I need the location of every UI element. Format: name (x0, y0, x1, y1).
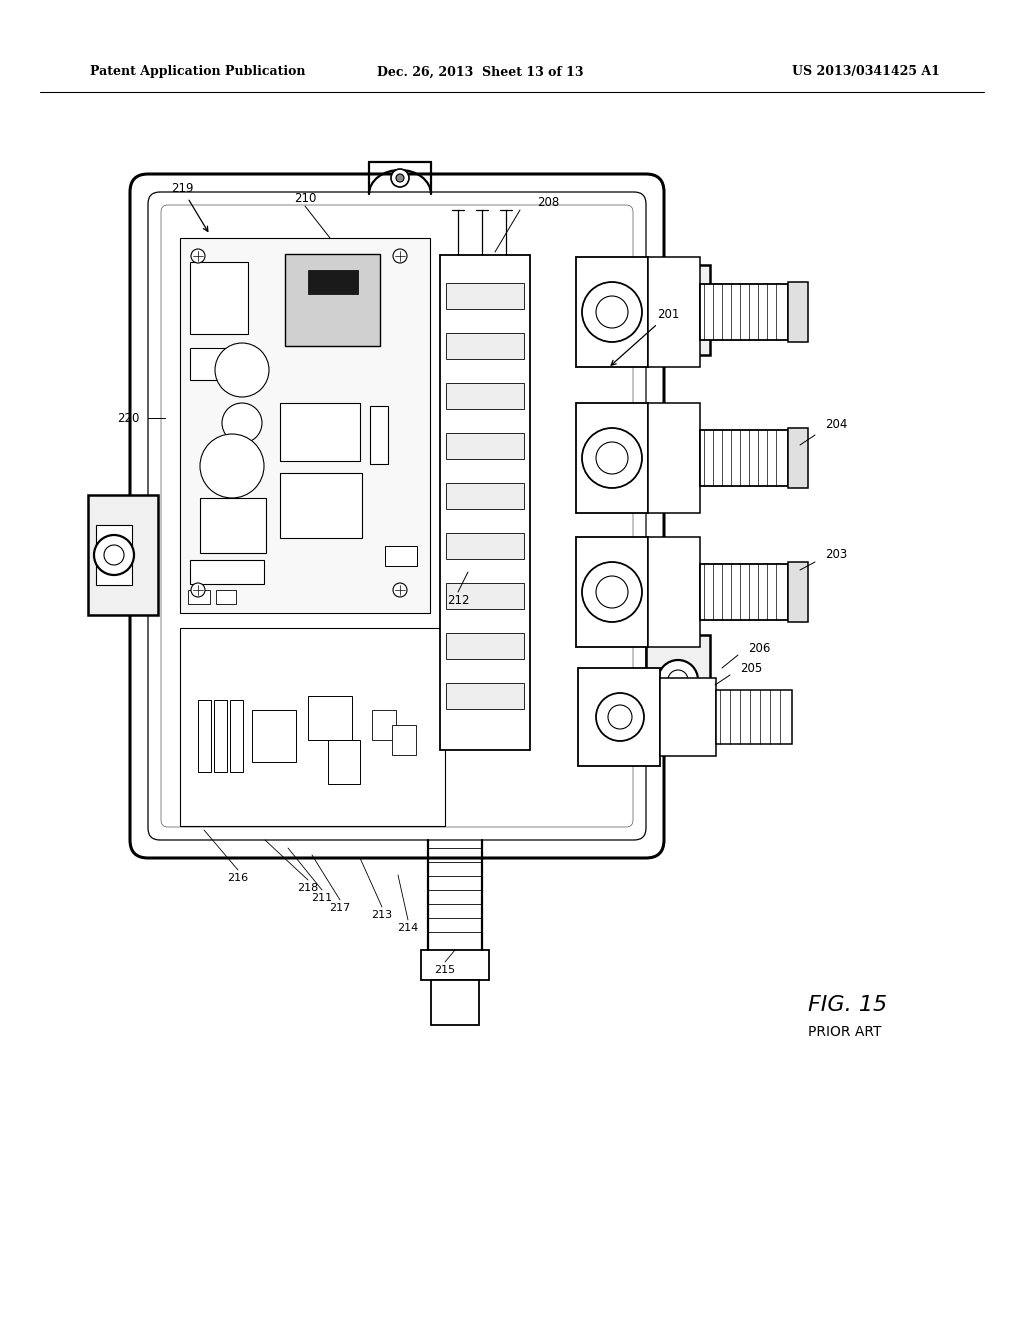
Circle shape (215, 343, 269, 397)
Bar (700, 430, 788, 486)
Text: Patent Application Publication: Patent Application Publication (90, 66, 305, 78)
Circle shape (191, 249, 205, 263)
Bar (308, 271, 358, 294)
Bar (660, 678, 716, 756)
Bar (440, 255, 530, 750)
Bar (788, 428, 808, 488)
Bar (788, 282, 808, 342)
Text: 201: 201 (611, 308, 679, 366)
Text: 218: 218 (297, 883, 318, 894)
Text: 215: 215 (434, 965, 456, 975)
Bar (190, 261, 248, 334)
Bar (446, 533, 524, 558)
Circle shape (596, 296, 628, 327)
Circle shape (668, 671, 688, 690)
Text: 213: 213 (372, 909, 392, 920)
Text: 211: 211 (311, 894, 333, 903)
Text: 220: 220 (118, 412, 140, 425)
Bar (421, 950, 489, 979)
Text: Dec. 26, 2013  Sheet 13 of 13: Dec. 26, 2013 Sheet 13 of 13 (377, 66, 584, 78)
Bar (431, 979, 479, 1026)
Circle shape (596, 442, 628, 474)
Text: US 2013/0341425 A1: US 2013/0341425 A1 (793, 66, 940, 78)
Bar (214, 700, 227, 772)
Bar (198, 700, 211, 772)
Bar (308, 696, 352, 741)
Bar (575, 257, 648, 367)
Text: 206: 206 (748, 642, 770, 655)
Bar (646, 265, 710, 355)
Bar (370, 407, 388, 465)
Bar (446, 682, 524, 709)
Circle shape (222, 403, 262, 444)
Bar (575, 537, 648, 647)
Text: 217: 217 (330, 903, 350, 913)
Text: 212: 212 (446, 594, 469, 606)
Bar (285, 253, 380, 346)
Bar (446, 634, 524, 659)
Circle shape (582, 428, 642, 488)
Bar (788, 562, 808, 622)
Bar (392, 725, 416, 755)
Circle shape (596, 693, 644, 741)
Bar (446, 583, 524, 609)
Bar (716, 690, 792, 744)
Circle shape (391, 169, 409, 187)
Bar (446, 333, 524, 359)
Circle shape (608, 705, 632, 729)
Circle shape (94, 535, 134, 576)
Text: 208: 208 (537, 195, 559, 209)
Bar (230, 700, 243, 772)
Text: 205: 205 (740, 661, 762, 675)
Bar (88, 495, 158, 615)
Circle shape (200, 434, 264, 498)
FancyBboxPatch shape (130, 174, 664, 858)
Bar (252, 710, 296, 762)
Bar (328, 741, 360, 784)
Bar (280, 473, 362, 539)
Bar (385, 546, 417, 566)
Bar (190, 560, 264, 583)
Bar (446, 483, 524, 510)
Bar (188, 590, 210, 605)
Text: 214: 214 (397, 923, 419, 933)
Circle shape (104, 545, 124, 565)
Circle shape (396, 174, 404, 182)
Bar (648, 257, 700, 367)
Bar (575, 403, 648, 513)
Circle shape (658, 660, 698, 700)
Bar (280, 403, 360, 461)
Text: FIG. 15: FIG. 15 (808, 995, 887, 1015)
Text: 219: 219 (171, 182, 208, 231)
Circle shape (393, 583, 407, 597)
Text: PRIOR ART: PRIOR ART (808, 1026, 882, 1039)
Circle shape (582, 282, 642, 342)
Bar (216, 590, 236, 605)
Text: 210: 210 (294, 191, 316, 205)
Text: 216: 216 (227, 873, 249, 883)
Bar (180, 238, 430, 612)
Bar (578, 668, 660, 766)
Bar (700, 564, 788, 620)
Bar (648, 537, 700, 647)
Bar (700, 284, 788, 341)
Bar (446, 433, 524, 459)
Bar (190, 348, 232, 380)
Circle shape (582, 562, 642, 622)
Bar (646, 635, 710, 725)
Bar (200, 498, 266, 553)
Bar (180, 628, 445, 826)
Text: 203: 203 (825, 549, 847, 561)
Bar (372, 710, 396, 741)
Circle shape (191, 583, 205, 597)
Bar (446, 282, 524, 309)
Bar (648, 403, 700, 513)
Circle shape (668, 300, 688, 319)
Bar (96, 525, 132, 585)
Text: 204: 204 (825, 418, 848, 432)
Bar (446, 383, 524, 409)
Circle shape (596, 576, 628, 609)
Circle shape (658, 290, 698, 330)
Circle shape (393, 249, 407, 263)
